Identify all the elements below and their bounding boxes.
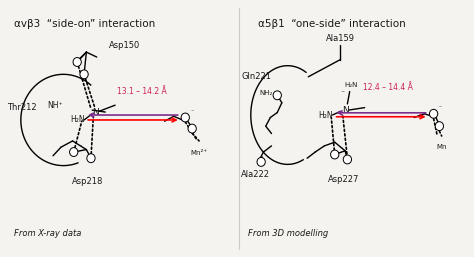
Circle shape [70, 148, 78, 157]
Text: 13.1 – 14.2 Å: 13.1 – 14.2 Å [117, 87, 166, 96]
Text: Mn²⁺: Mn²⁺ [191, 150, 208, 156]
Text: NH₂: NH₂ [259, 90, 273, 96]
Circle shape [343, 155, 352, 164]
Circle shape [429, 109, 438, 118]
Circle shape [87, 154, 95, 163]
Circle shape [80, 70, 88, 79]
Text: ⁻: ⁻ [79, 145, 82, 150]
Text: Asp150: Asp150 [109, 41, 141, 50]
Text: From X-ray data: From X-ray data [14, 230, 82, 238]
Text: From 3D modelling: From 3D modelling [248, 230, 329, 238]
Text: αvβ3  “side-on” interaction: αvβ3 “side-on” interaction [14, 19, 155, 29]
Text: NH⁺: NH⁺ [47, 101, 63, 110]
Text: Asp218: Asp218 [72, 177, 103, 186]
Circle shape [73, 58, 82, 66]
Circle shape [257, 158, 265, 166]
Text: Asp227: Asp227 [328, 175, 360, 184]
Circle shape [330, 150, 339, 159]
Text: Gln221: Gln221 [242, 72, 272, 81]
Text: N: N [342, 106, 348, 115]
Text: H₂N: H₂N [318, 111, 333, 120]
Circle shape [188, 124, 196, 133]
Text: N: N [92, 108, 99, 117]
Text: Mn: Mn [437, 144, 447, 150]
Circle shape [181, 113, 190, 122]
Circle shape [273, 91, 282, 100]
Circle shape [435, 122, 444, 131]
Text: ··: ·· [340, 88, 346, 97]
Text: ⁻: ⁻ [340, 148, 343, 153]
Text: Ala159: Ala159 [326, 34, 355, 43]
Text: H₂N: H₂N [70, 115, 84, 124]
Text: α5β1  “one-side” interaction: α5β1 “one-side” interaction [258, 19, 405, 29]
Text: ⁻: ⁻ [439, 107, 442, 112]
Text: 12.4 – 14.4 Å: 12.4 – 14.4 Å [363, 83, 412, 93]
Text: ⁻: ⁻ [191, 111, 194, 116]
Text: Ala222: Ala222 [241, 170, 270, 179]
Text: H₂N: H₂N [344, 82, 357, 88]
Text: Thr212: Thr212 [7, 103, 36, 112]
